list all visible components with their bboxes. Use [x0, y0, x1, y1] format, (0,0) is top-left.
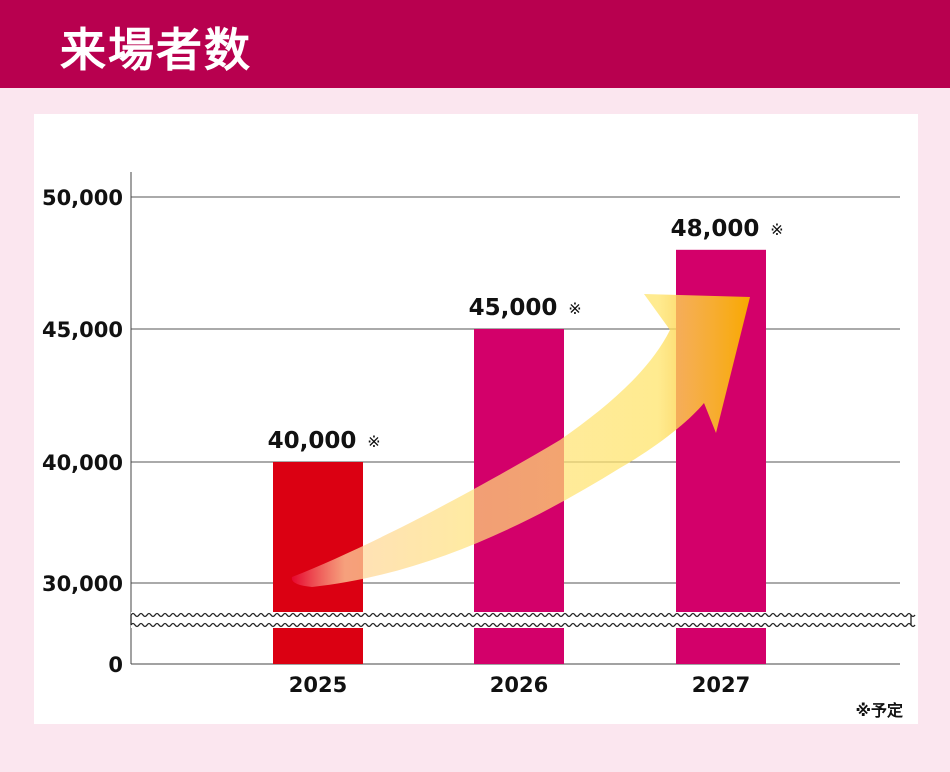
- data-label-2027: 48,000: [671, 216, 760, 242]
- y-tick-label-2: 40,000: [42, 451, 123, 475]
- data-label-2025: 40,000: [268, 428, 357, 454]
- page-title: 来場者数: [60, 23, 252, 77]
- data-label-mark-2025: ※: [367, 432, 380, 451]
- data-label-2026: 45,000: [469, 295, 558, 321]
- header-bar: 来場者数: [0, 0, 950, 88]
- x-tick-label-2025: 2025: [289, 673, 347, 697]
- axis-break-line-top: [130, 612, 916, 618]
- x-tick-label-2026: 2026: [490, 673, 548, 697]
- y-tick-label-0: 0: [108, 653, 123, 677]
- footnote-planned: ※予定: [855, 701, 903, 720]
- y-tick-label-3: 45,000: [42, 318, 123, 342]
- x-tick-label-2027: 2027: [692, 673, 750, 697]
- y-tick-label-1: 30,000: [42, 572, 123, 596]
- trend-arrow: [291, 294, 750, 587]
- data-label-mark-2027: ※: [770, 220, 783, 239]
- y-tick-label-4: 50,000: [42, 186, 123, 210]
- data-label-mark-2026: ※: [568, 299, 581, 318]
- axis-break-line-bottom: [130, 622, 916, 628]
